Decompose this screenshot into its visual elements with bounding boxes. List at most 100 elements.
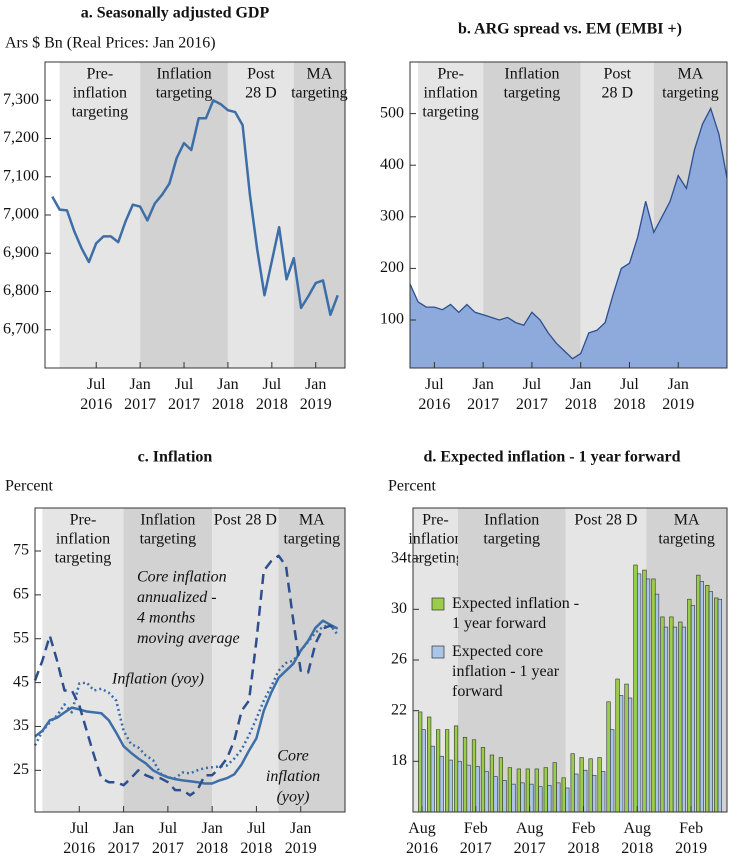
region-label: Post [247,66,275,83]
bar [475,766,480,813]
series-line [409,106,728,360]
x-tick-label: Jul 2018 [613,376,645,413]
region-label: MA [674,512,700,529]
region-label: Inflation [504,66,559,83]
x-tick-label: Jan 2018 [565,376,597,413]
region-label: 28 D [245,85,277,102]
bar [615,678,620,813]
bar [520,782,525,813]
annotation: Core [277,748,308,765]
y-tick-label: 25 [13,761,29,778]
bar [516,768,521,813]
bar [606,701,611,813]
bar [502,780,507,813]
bar [430,745,435,813]
bar [466,764,471,813]
policy-region [565,508,647,812]
legend-label: Expected inflation -1 year forward [452,595,579,632]
bar [651,578,656,813]
annotation: Inflation (yoy) [111,671,204,688]
panel: b. ARG spread vs. EM (EMBI +) Pre-inflati… [380,21,728,413]
panel: c. Inflation Percent Pre-inflation targetin… [5,449,346,857]
y-tick-label: 6,800 [3,282,39,299]
bar [444,729,450,813]
bar [574,773,579,813]
policy-region [140,62,228,368]
bar [663,626,669,813]
y-axis-label: Percent [388,478,437,495]
bar [601,771,606,813]
y-tick-label: 30 [391,600,407,617]
bar [427,716,432,813]
bar [681,626,687,813]
x-tick-label: Jan 2017 [124,376,156,413]
legend-label: Expected core inflation - 1 year forward [452,643,560,700]
y-tick-label: 65 [13,586,29,603]
bar [699,581,704,813]
panel-title: d. Expected inflation - 1 year forward [423,449,680,466]
bar [439,755,444,813]
y-tick-label: 7,100 [3,167,39,184]
bar [418,711,423,813]
x-tick-label: Jan 2019 [300,376,332,413]
x-tick-label: Jan 2019 [662,376,694,413]
policy-region [123,508,213,812]
x-tick-label: Jul 2017 [168,376,200,413]
x-tick-label: Aug 2016 [406,820,438,857]
y-tick-label: 26 [391,651,407,668]
y-tick-label: 6,700 [3,320,39,337]
region-label: MA [678,66,704,83]
annotation: 4 months [137,610,195,627]
y-tick-label: 100 [380,311,404,328]
bar [714,597,719,813]
bar [547,785,552,813]
bar [471,739,477,813]
region-label: Inflation [484,512,539,529]
region-label: Post 28 D [574,512,637,529]
region-label: inflation [73,85,127,102]
legend-swatch [431,597,445,611]
region-label: targeting [483,531,540,548]
bar [570,753,575,813]
bar [448,759,453,813]
x-tick-label: Jul 2017 [152,820,184,857]
y-tick-label: 6,900 [3,244,39,261]
x-tick-label: Feb 2019 [675,820,707,857]
x-tick-label: Feb 2017 [460,820,492,857]
y-tick-label: 500 [380,104,404,121]
series-line [33,623,339,780]
region-label: targeting [504,85,561,102]
bar [507,767,512,813]
annotation: (yoy) [277,789,310,806]
policy-region [646,508,727,812]
bar [660,616,665,813]
x-tick-label: Jul 2016 [80,376,112,413]
region-label: targeting [662,85,719,102]
x-tick-label: Jul 2018 [240,820,272,857]
region-label: targeting [407,550,464,567]
annotation: Core inflation [137,569,227,586]
x-tick-label: Aug 2017 [514,820,546,857]
bar [597,757,602,813]
x-tick-label: Jul 2016 [418,376,450,413]
y-tick-label: 18 [391,752,407,769]
region-label: targeting [291,85,348,102]
region-label: targeting [283,531,340,548]
bar [633,564,638,813]
panel: d. Expected inflation - 1 year forward Pe… [388,449,728,857]
region-label: Inflation [156,66,211,83]
bar [690,605,696,813]
region-label: Pre- [437,66,464,83]
bar [552,762,557,813]
plot-frame [34,507,346,813]
panel-title: c. Inflation [138,449,213,466]
series-area [410,108,727,369]
bar [619,695,624,813]
bar [462,736,468,813]
bar [696,574,701,813]
bar [543,767,548,813]
x-tick-label: Feb 2018 [567,820,599,857]
legend-swatch [431,645,445,659]
region-label: MA [299,512,325,529]
